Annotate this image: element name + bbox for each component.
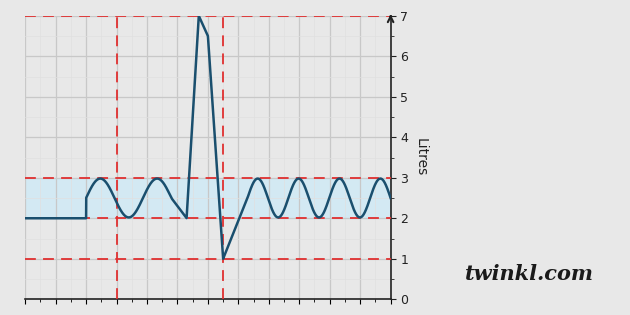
- Bar: [25, 178, 391, 218]
- Text: twinkl.com: twinkl.com: [465, 264, 593, 284]
- Y-axis label: Litres: Litres: [414, 138, 428, 177]
